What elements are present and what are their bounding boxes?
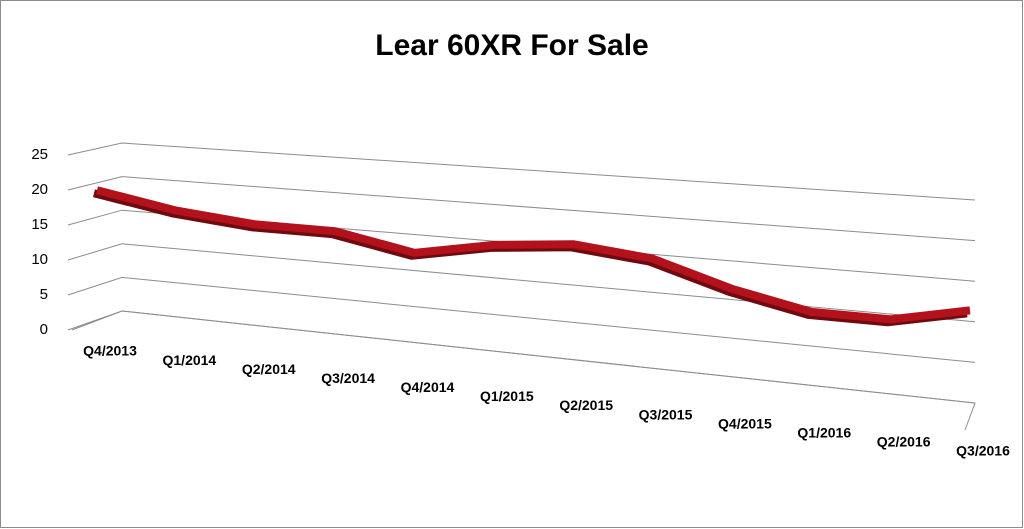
grid-line — [67, 142, 976, 201]
grid-line — [67, 176, 976, 242]
chart-title: Lear 60XR For Sale — [375, 29, 648, 62]
x-tick-label: Q4/2015 — [718, 415, 772, 431]
x-tick-label: Q2/2016 — [877, 434, 931, 450]
x-tick-label: Q1/2015 — [480, 388, 534, 404]
x-tick-label: Q2/2015 — [559, 397, 613, 413]
y-tick-label: 25 — [31, 146, 48, 163]
x-tick-label: Q4/2013 — [83, 343, 137, 359]
line — [96, 186, 971, 324]
x-tick-label: Q1/2016 — [797, 425, 851, 441]
grid-line — [67, 276, 976, 363]
y-tick-label: 20 — [31, 181, 48, 198]
x-tick-label: Q2/2014 — [242, 361, 296, 377]
x-tick-label: Q3/2016 — [956, 443, 1010, 459]
grid-line — [67, 310, 976, 404]
y-tick-label: 10 — [31, 251, 48, 268]
x-tick-label: Q3/2014 — [321, 370, 375, 386]
y-tick-label: 15 — [31, 216, 48, 233]
grid-line — [67, 243, 976, 323]
x-tick-label: Q3/2015 — [639, 406, 693, 422]
grid-line — [67, 209, 976, 282]
x-tick-label: Q1/2014 — [163, 352, 217, 368]
x-tick-label: Q4/2014 — [401, 379, 455, 395]
y-tick-label: 0 — [40, 321, 48, 338]
y-tick-label: 5 — [40, 286, 48, 303]
